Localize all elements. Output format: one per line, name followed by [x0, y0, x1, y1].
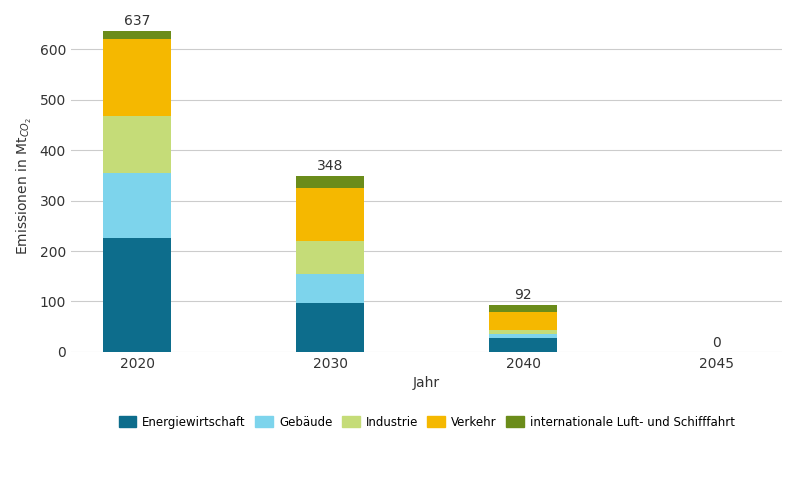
Bar — [296, 188, 364, 241]
Legend: Energiewirtschaft, Gebäude, Industrie, Verkehr, internationale Luft- und Schifff: Energiewirtschaft, Gebäude, Industrie, V… — [114, 411, 739, 434]
Bar — [490, 312, 557, 330]
Bar — [296, 274, 364, 303]
Text: 348: 348 — [317, 159, 343, 174]
Bar — [103, 31, 170, 39]
Text: 637: 637 — [124, 14, 150, 28]
Bar — [490, 338, 557, 352]
Text: 0: 0 — [712, 336, 721, 350]
Text: 92: 92 — [514, 289, 532, 303]
Bar — [103, 39, 170, 116]
Bar — [103, 239, 170, 352]
Bar — [296, 177, 364, 188]
Bar — [490, 330, 557, 334]
Bar — [103, 116, 170, 173]
Bar — [103, 173, 170, 239]
X-axis label: Jahr: Jahr — [413, 376, 440, 390]
Bar — [296, 241, 364, 274]
Bar — [490, 334, 557, 338]
Y-axis label: Emissionen in Mt$_{CO_2}$: Emissionen in Mt$_{CO_2}$ — [15, 117, 34, 254]
Bar — [296, 303, 364, 352]
Bar — [490, 306, 557, 312]
